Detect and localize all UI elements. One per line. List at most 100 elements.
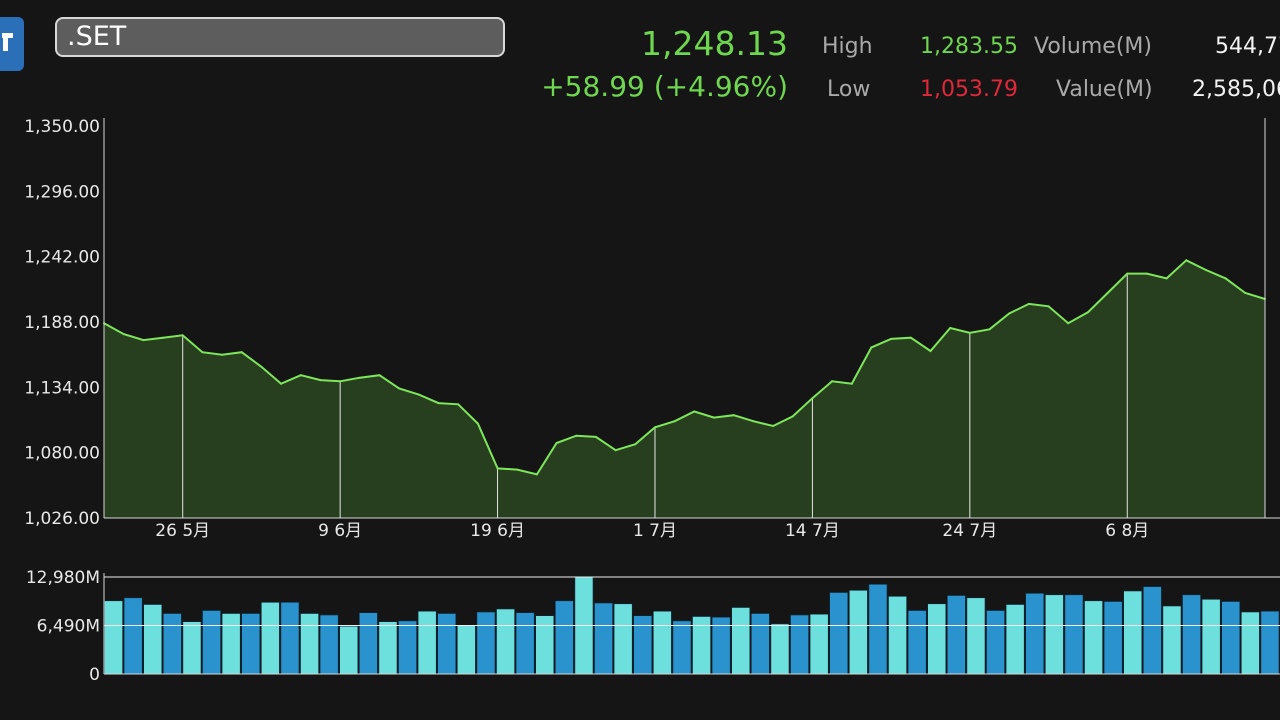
price-point bbox=[890, 337, 893, 340]
volume-bar bbox=[594, 602, 613, 675]
price-point bbox=[1067, 322, 1070, 325]
volume-bar bbox=[515, 612, 535, 675]
price-point bbox=[1224, 277, 1227, 280]
price-point bbox=[142, 339, 145, 342]
price-point bbox=[693, 410, 696, 413]
price-point bbox=[417, 393, 420, 396]
price-point bbox=[634, 443, 637, 446]
volume-bar bbox=[633, 615, 653, 675]
volume-bar bbox=[829, 592, 849, 675]
volume-bar bbox=[1084, 600, 1103, 675]
price-point bbox=[968, 331, 971, 334]
last-price: 1,248.13 bbox=[641, 24, 788, 63]
price-point bbox=[201, 351, 204, 354]
price-x-tick-label: 14 7月 bbox=[785, 521, 840, 541]
volume-value-text: 544,77 bbox=[1215, 34, 1280, 59]
volume-bar bbox=[986, 610, 1005, 675]
volume-bar bbox=[1162, 605, 1182, 675]
app-logo-glyph-icon bbox=[2, 33, 13, 51]
app-logo-icon[interactable] bbox=[0, 17, 24, 71]
volume-bar bbox=[809, 613, 829, 675]
price-point bbox=[1027, 302, 1030, 305]
price-point bbox=[122, 333, 125, 336]
volume-bar bbox=[1143, 586, 1162, 675]
price-line bbox=[103, 259, 1266, 476]
price-point bbox=[181, 334, 184, 337]
price-y-tick-label: 1,188.00 bbox=[24, 313, 100, 333]
volume-bar bbox=[672, 620, 692, 675]
volume-bar bbox=[652, 610, 672, 675]
volume-bar bbox=[613, 603, 633, 675]
price-point bbox=[1008, 312, 1011, 315]
volume-bar bbox=[868, 583, 888, 675]
price-point bbox=[358, 376, 361, 379]
price-point bbox=[791, 415, 794, 418]
symbol-search-input[interactable]: .SET bbox=[55, 17, 505, 57]
price-point bbox=[1145, 272, 1148, 275]
price-point bbox=[240, 351, 243, 354]
price-point bbox=[476, 422, 479, 425]
volume-bar bbox=[1025, 592, 1045, 675]
price-x-tick-label: 24 7月 bbox=[942, 521, 997, 541]
price-point bbox=[378, 374, 381, 377]
volume-value: 544,77 bbox=[1190, 34, 1280, 59]
volume-bar bbox=[1201, 598, 1221, 675]
price-point bbox=[1126, 272, 1129, 275]
price-point bbox=[811, 397, 814, 400]
price-y-tick-label: 1,080.00 bbox=[24, 444, 100, 464]
volume-bar bbox=[300, 613, 319, 675]
volume-bar bbox=[946, 595, 966, 675]
volume-bar bbox=[1123, 590, 1143, 675]
price-point bbox=[555, 442, 558, 444]
price-point bbox=[221, 353, 224, 356]
volume-bar bbox=[1260, 610, 1280, 675]
volume-bar bbox=[927, 603, 947, 675]
price-point bbox=[516, 468, 519, 471]
price-point bbox=[752, 420, 755, 423]
price-x-tick-label: 19 6月 bbox=[470, 521, 525, 541]
volume-bar bbox=[123, 597, 143, 675]
price-point bbox=[870, 346, 873, 349]
price-point bbox=[437, 402, 440, 405]
price-point bbox=[457, 403, 460, 406]
volume-bar bbox=[1045, 594, 1064, 675]
price-x-tick-label: 6 8月 bbox=[1105, 521, 1149, 541]
price-point bbox=[594, 435, 597, 438]
price-point bbox=[280, 382, 283, 385]
volume-bar bbox=[339, 625, 359, 675]
low-value: 1,053.79 bbox=[920, 77, 1018, 102]
price-point bbox=[713, 416, 715, 419]
price-chart[interactable]: 1,350.00 1,296.00 1,242.00 1,188.00 1,134.00… bbox=[0, 100, 1280, 660]
volume-bar bbox=[848, 589, 868, 675]
volume-bar bbox=[476, 611, 496, 675]
price-point bbox=[260, 365, 263, 368]
volume-bar bbox=[966, 597, 986, 675]
price-point bbox=[850, 382, 853, 385]
price-x-tick-label: 1 7月 bbox=[633, 521, 677, 541]
volume-bar bbox=[1221, 601, 1241, 675]
price-y-tick-label: 1,134.00 bbox=[24, 378, 100, 398]
volume-bar bbox=[1064, 594, 1084, 675]
value-value-text: 2,585,06 bbox=[1192, 77, 1280, 102]
volume-bar bbox=[1103, 601, 1123, 675]
volume-y-tick-label: 0 bbox=[89, 665, 100, 685]
volume-bar bbox=[163, 613, 182, 675]
volume-bar bbox=[221, 613, 241, 675]
price-point bbox=[575, 434, 578, 437]
price-point bbox=[1165, 277, 1168, 280]
price-point bbox=[398, 387, 401, 390]
volume-bar bbox=[143, 604, 163, 675]
price-point bbox=[496, 467, 499, 470]
price-x-tick-label: 9 6月 bbox=[318, 521, 362, 541]
volume-bar bbox=[358, 612, 378, 675]
price-point bbox=[909, 336, 912, 339]
price-y-tick-label: 1,350.00 bbox=[24, 117, 100, 137]
price-point bbox=[1205, 269, 1207, 271]
volume-bar bbox=[241, 613, 261, 675]
volume-chart[interactable]: 12,980M 6,490M 0 bbox=[0, 565, 1280, 705]
volume-bar bbox=[750, 613, 770, 675]
price-point bbox=[831, 380, 834, 383]
price-point bbox=[654, 426, 656, 429]
volume-bar bbox=[907, 610, 927, 675]
price-point bbox=[929, 350, 932, 352]
